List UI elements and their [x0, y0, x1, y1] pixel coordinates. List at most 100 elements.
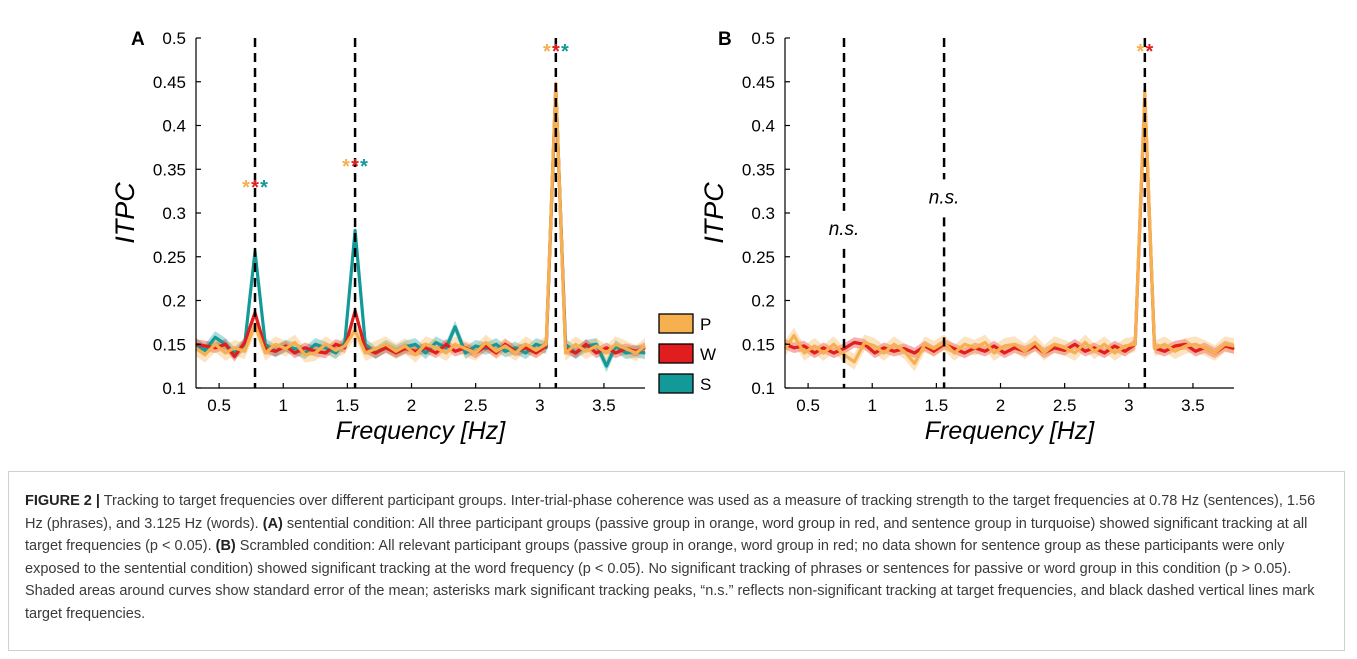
panel-a-point-w	[585, 343, 587, 345]
panel-a-significance-star: *	[342, 156, 350, 178]
panel-a-point-p	[244, 350, 246, 352]
panel-a: A* * ** * ** * *0.10.150.20.250.30.350.40.450.…	[110, 29, 646, 445]
panel-a-point-p	[525, 343, 527, 345]
panel-b-point-w	[874, 352, 876, 354]
panel-b-point-p	[893, 343, 895, 345]
panel-a-point-p	[614, 343, 617, 345]
panel-b-point-p	[1074, 352, 1076, 354]
panel-b-x-tick-label: 2	[996, 396, 1005, 415]
panel-b-point-p	[924, 343, 926, 345]
panel-b-point-w	[1194, 350, 1197, 352]
panel-b-point-w	[1164, 350, 1166, 352]
panel-a-point-p	[535, 349, 537, 351]
panel-a-point-p	[585, 350, 587, 352]
panel-a-point-p	[425, 343, 427, 345]
panel-b-letter: B	[718, 29, 732, 50]
panel-a-point-w	[274, 350, 277, 352]
caption-text-1: Tracking to target frequencies over diff…	[25, 493, 1316, 532]
panel-a-point-s	[464, 352, 466, 354]
panel-b-point-w	[984, 350, 986, 352]
panel-a-point-s	[475, 345, 477, 347]
panel-a-y-tick-label: 0.5	[162, 29, 186, 48]
panel-a-point-s	[535, 343, 537, 345]
panel-a-point-s	[354, 229, 356, 232]
panel-b-y-tick-label: 0.15	[742, 335, 775, 354]
panel-b-point-p	[833, 343, 835, 345]
panel-b-x-tick-label: 3.5	[1181, 396, 1205, 415]
panel-a-point-p	[344, 345, 346, 347]
panel-b-y-tick-label: 0.25	[742, 248, 775, 267]
panel-b-point-p	[953, 352, 955, 354]
panel-a-point-p	[464, 348, 466, 350]
panel-a-point-s	[204, 349, 206, 351]
panel-a-significance-star: *	[543, 41, 551, 63]
panel-a-point-w	[454, 350, 456, 352]
panel-b-significance-star: *	[1145, 41, 1153, 63]
panel-b-point-w	[1064, 349, 1066, 351]
panel-a-point-p	[285, 348, 287, 350]
panel-b-point-w	[993, 345, 995, 347]
panel-a-significance-star: *	[552, 41, 560, 63]
legend-label-p: P	[700, 315, 711, 334]
panel-b-point-p	[1233, 345, 1235, 347]
panel-a-point-w	[204, 345, 206, 347]
panel-a-point-s	[425, 352, 427, 354]
panel-b-point-w	[853, 341, 855, 344]
panel-b-y-tick-label: 0.45	[742, 73, 775, 92]
panel-a-point-w	[285, 345, 287, 347]
panel-b-point-p	[874, 345, 876, 347]
panel-a-point-s	[233, 352, 236, 354]
caption-text-2: sentential condition: All three particip…	[25, 515, 1308, 555]
panel-a-point-w	[525, 347, 527, 349]
panel-a-point-p	[454, 343, 456, 345]
panel-a-significance-star: *	[561, 41, 569, 63]
panel-b-y-axis-label: ITPC	[699, 182, 729, 244]
caption-text-3: Scrambled condition: All relevant partic…	[25, 538, 1315, 622]
panel-a-point-p	[325, 343, 327, 345]
panel-a-point-p	[304, 354, 306, 356]
panel-a-point-p	[435, 347, 437, 349]
panel-b-y-tick-label: 0.2	[751, 292, 775, 311]
panel-a-y-tick-label: 0.35	[153, 160, 186, 179]
panel-a-point-p	[514, 352, 517, 354]
panel-a-point-p	[625, 348, 627, 350]
panel-b-point-w	[953, 348, 955, 350]
panel-b-point-w	[1174, 345, 1176, 347]
panel-a-point-p	[495, 350, 497, 352]
panel-b-point-p	[1174, 350, 1176, 352]
panel-b-y-tick-label: 0.1	[751, 379, 775, 398]
panel-a-significance-star: *	[351, 156, 359, 178]
panel-b-point-p	[933, 348, 935, 350]
panel-a-point-p	[605, 352, 608, 354]
panel-b-point-p	[1124, 345, 1126, 347]
panel-b-point-p	[1084, 341, 1086, 344]
panel-a-point-w	[325, 352, 327, 354]
panel-a-point-w	[233, 355, 236, 358]
panel-b-point-w	[793, 347, 795, 349]
panel-b-point-w	[964, 352, 966, 354]
panel-b-point-p	[803, 352, 805, 354]
panel-a-point-s	[454, 326, 456, 328]
panel-a-point-s	[495, 343, 497, 345]
panel-a-y-tick-label: 0.1	[162, 379, 186, 398]
caption-box: FIGURE 2 | Tracking to target frequencie…	[8, 471, 1345, 651]
panel-a-point-p	[214, 343, 216, 345]
panel-a-y-tick-label: 0.45	[153, 73, 186, 92]
panel-a-point-p	[575, 343, 577, 345]
panel-a-x-tick-label: 3.5	[592, 396, 616, 415]
panel-a-point-w	[414, 350, 416, 352]
panel-a-point-p	[485, 341, 487, 344]
panel-a-point-w	[214, 347, 216, 349]
panel-a-point-s	[335, 352, 337, 354]
panel-a-point-p	[274, 343, 277, 345]
panel-a-point-w	[605, 347, 608, 349]
panel-b-point-p	[974, 347, 976, 349]
panel-b-x-tick-label: 0.5	[796, 396, 820, 415]
panel-b-point-p	[1034, 341, 1036, 344]
figure-2: A* * ** * ** * *0.10.150.20.250.30.350.40.450.…	[110, 29, 1235, 445]
panel-b-point-p	[853, 361, 855, 363]
panel-b-point-w	[1114, 345, 1116, 347]
panel-b-point-w	[1084, 350, 1086, 352]
panel-b-point-p	[793, 334, 795, 337]
panel-a-point-w	[445, 343, 447, 345]
